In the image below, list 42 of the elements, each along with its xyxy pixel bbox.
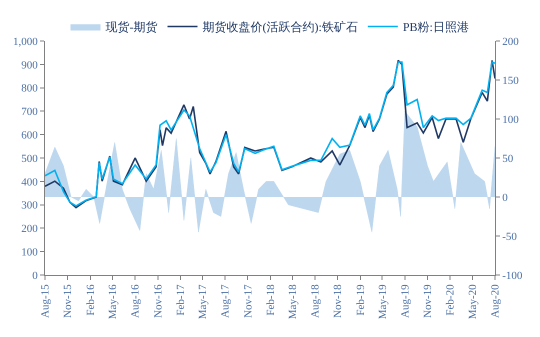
- x-tick-label: May-20: [466, 284, 479, 320]
- x-tick-label: Feb-18: [264, 284, 277, 316]
- y-tick-label: 800: [21, 82, 38, 95]
- y2-tick-label: 50: [502, 152, 514, 165]
- y-tick-label: 200: [21, 223, 38, 236]
- x-tick-label: Feb-16: [84, 284, 97, 316]
- y-tick-label: 600: [21, 129, 38, 142]
- x-tick-label: Aug-20: [490, 284, 502, 318]
- legend-label: 期货收盘价(活跃合约):铁矿石: [202, 20, 358, 34]
- y2-tick-label: 150: [502, 74, 520, 87]
- x-tick-label: Feb-19: [354, 284, 367, 316]
- y-tick-label: 700: [21, 106, 38, 118]
- y-tick-label: 100: [21, 246, 38, 258]
- y-tick-label: 500: [21, 152, 38, 165]
- y-tick-label: 0: [32, 270, 38, 282]
- x-tick-label: May-16: [107, 284, 120, 320]
- x-tick-label: Nov-16: [152, 284, 164, 318]
- x-tick-label: Aug-17: [220, 284, 232, 318]
- x-tick-label: Aug-16: [130, 284, 142, 318]
- x-tick-label: Nov-17: [242, 284, 254, 318]
- legend-label: PB粉:日照港: [402, 20, 469, 34]
- y2-tick-label: 200: [502, 36, 520, 48]
- y-tick-label: 300: [21, 200, 38, 212]
- x-tick-label: Nov-15: [62, 284, 74, 318]
- y2-tick-label: -100: [502, 270, 523, 282]
- x-tick-label: Feb-17: [175, 284, 188, 316]
- legend-label: 现货-期货: [106, 20, 158, 34]
- y-tick-label: 1,000: [13, 36, 38, 48]
- x-tick-label: Nov-19: [422, 284, 434, 318]
- x-tick-label: Nov-18: [332, 284, 344, 318]
- y2-tick-label: 100: [502, 114, 520, 126]
- y2-tick-label: 0: [502, 192, 508, 204]
- x-tick-label: Feb-20: [444, 284, 457, 316]
- x-tick-label: May-18: [286, 284, 299, 320]
- x-tick-label: May-17: [196, 284, 209, 320]
- y-tick-label: 900: [21, 59, 38, 72]
- y-tick-label: 400: [21, 176, 38, 188]
- x-tick-label: Aug-15: [40, 284, 52, 318]
- x-tick-label: Aug-19: [399, 284, 412, 318]
- x-tick-label: Aug-18: [310, 284, 322, 318]
- y2-tick-label: -50: [502, 230, 518, 243]
- x-tick-label: May-19: [376, 284, 389, 320]
